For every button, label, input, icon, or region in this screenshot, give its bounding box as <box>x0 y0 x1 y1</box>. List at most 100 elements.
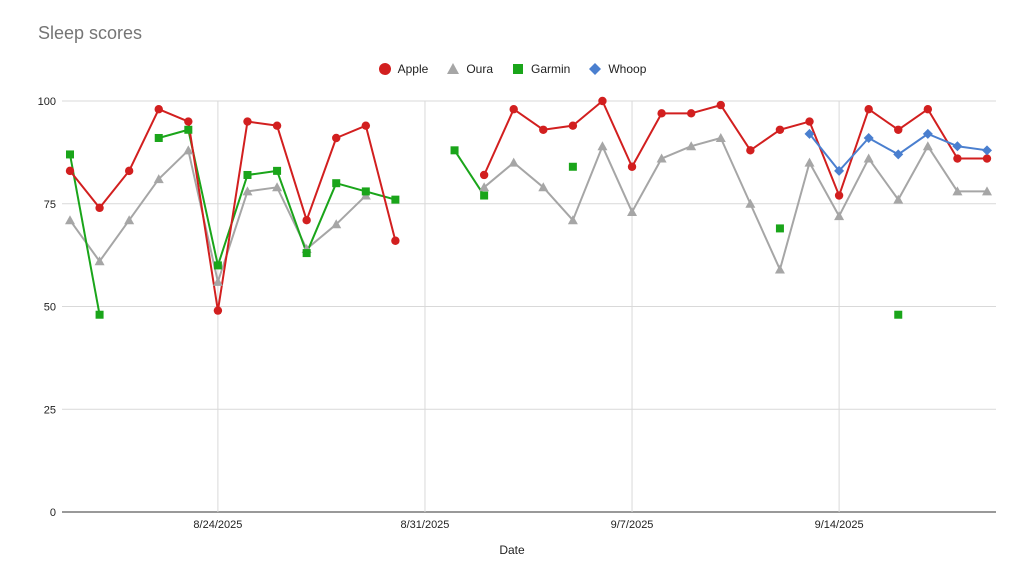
oura-point <box>508 157 519 167</box>
oura-point <box>183 145 194 155</box>
garmin-point <box>332 179 341 188</box>
apple-point <box>923 105 933 114</box>
oura-point <box>242 186 253 196</box>
garmin-point <box>95 310 104 319</box>
apple-point <box>953 154 962 163</box>
oura-point <box>686 141 697 151</box>
garmin-point <box>273 166 282 175</box>
garmin-point <box>894 310 903 319</box>
oura-point <box>597 141 608 151</box>
garmin-series-line <box>158 128 396 267</box>
oura-point <box>94 256 105 266</box>
oura-point <box>331 219 342 229</box>
whoop-legend-marker-icon <box>589 63 602 75</box>
oura-point <box>952 186 963 196</box>
x-axis-label: Date <box>499 543 525 557</box>
oura-point <box>715 132 726 142</box>
oura-point <box>272 182 283 192</box>
apple-point <box>982 154 992 163</box>
x-tick-label: 9/14/2025 <box>815 519 864 531</box>
oura-point <box>627 206 638 216</box>
garmin-legend-marker-icon <box>513 64 523 74</box>
garmin-point <box>361 187 370 196</box>
apple-series-line <box>69 108 397 312</box>
apple-point <box>598 96 607 106</box>
garmin-point <box>302 249 311 258</box>
oura-point <box>479 182 490 192</box>
oura-legend-marker-icon <box>447 63 460 74</box>
oura-point <box>124 215 135 225</box>
oura-point <box>65 215 75 225</box>
oura-point <box>893 194 904 204</box>
y-tick-label: 100 <box>38 96 56 108</box>
whoop-point <box>863 132 874 143</box>
apple-point <box>65 166 75 176</box>
apple-point <box>834 191 844 200</box>
garmin-point <box>391 195 400 204</box>
apple-point <box>686 109 696 118</box>
oura-point <box>834 211 845 221</box>
garmin-point <box>480 191 489 200</box>
legend: Apple Oura Garmin Whoop <box>0 62 1024 76</box>
apple-point <box>509 105 518 114</box>
whoop-point <box>922 128 933 139</box>
apple-point <box>864 105 873 114</box>
y-tick-label: 75 <box>44 199 56 211</box>
whoop-point <box>982 145 992 156</box>
apple-point <box>243 117 252 126</box>
apple-point <box>805 117 814 126</box>
legend-label-oura: Oura <box>466 62 493 76</box>
legend-item-apple: Apple <box>378 62 429 76</box>
x-tick-label: 8/24/2025 <box>193 519 242 531</box>
oura-point <box>153 174 164 184</box>
legend-item-garmin: Garmin <box>511 62 570 76</box>
y-tick-label: 25 <box>44 404 56 416</box>
oura-point <box>538 182 549 192</box>
oura-point <box>745 198 756 208</box>
legend-label-apple: Apple <box>397 62 429 76</box>
apple-point <box>361 121 371 130</box>
garmin-point <box>184 125 193 134</box>
legend-label-garmin: Garmin <box>531 62 571 76</box>
whoop-point <box>893 149 904 160</box>
apple-point <box>332 133 341 143</box>
apple-legend-marker-icon <box>378 63 391 75</box>
apple-point <box>775 125 785 134</box>
garmin-point <box>568 162 577 171</box>
garmin-point <box>154 133 163 142</box>
y-tick-label: 0 <box>50 507 56 519</box>
apple-point <box>302 215 311 225</box>
x-tick-label: 9/7/2025 <box>611 519 654 531</box>
apple-point <box>479 170 489 180</box>
apple-point <box>657 109 666 118</box>
oura-series-line <box>483 136 987 271</box>
garmin-point <box>243 170 252 179</box>
apple-series-line <box>483 100 987 197</box>
oura-point <box>804 157 815 167</box>
x-tick-label: 8/31/2025 <box>400 519 449 531</box>
garmin-series-line <box>69 154 101 315</box>
apple-point <box>894 125 903 134</box>
apple-point <box>124 166 134 176</box>
apple-point <box>154 105 163 114</box>
oura-point <box>982 186 992 196</box>
apple-point <box>568 121 578 130</box>
apple-point <box>539 125 548 134</box>
oura-point <box>863 153 874 163</box>
oura-point <box>212 276 223 286</box>
whoop-point <box>804 128 815 139</box>
legend-item-oura: Oura <box>446 62 493 76</box>
legend-item-whoop: Whoop <box>588 62 646 76</box>
y-tick-label: 50 <box>44 302 56 314</box>
whoop-point <box>834 165 845 176</box>
apple-point <box>746 146 755 155</box>
apple-point <box>627 162 637 171</box>
garmin-series-line <box>453 149 485 197</box>
apple-point <box>95 203 104 213</box>
garmin-point <box>213 261 222 270</box>
apple-point <box>391 236 400 245</box>
garmin-point <box>450 146 459 155</box>
garmin-point <box>66 150 74 159</box>
oura-point <box>922 141 933 151</box>
